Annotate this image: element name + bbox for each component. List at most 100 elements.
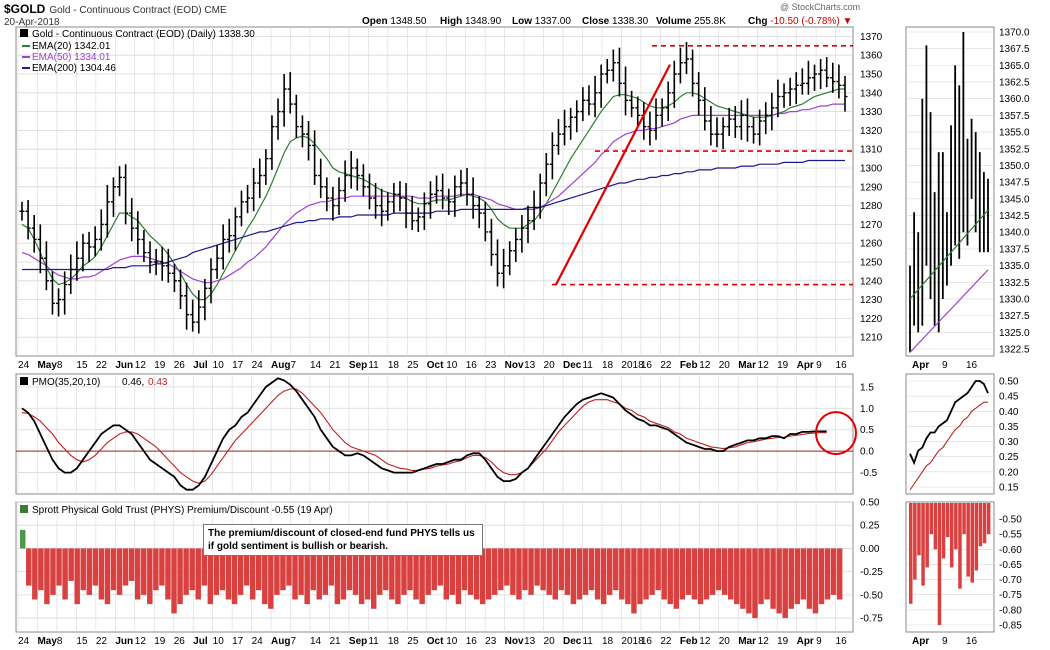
price-bar [702, 87, 708, 131]
price-bar [507, 241, 513, 276]
pmo-legend-label: PMO(35,20,10) [32, 377, 100, 388]
price-bar [744, 98, 750, 142]
phys-bar [516, 548, 522, 600]
phys-bar [328, 548, 335, 586]
phys-bar [504, 548, 510, 586]
price-bar [220, 224, 226, 270]
side-price-tick: 1340.0 [999, 228, 1030, 239]
side-pmo-tick: 0.40 [999, 407, 1019, 418]
price-bar [623, 66, 629, 116]
month-tick-label: 20 [544, 360, 556, 371]
price-bar [476, 196, 482, 229]
price-bar [488, 218, 494, 266]
phys-bar [243, 548, 250, 586]
phys-bar [104, 548, 111, 605]
phys-bar [691, 548, 698, 600]
month-tick-label: 20 [719, 360, 731, 371]
phys-bar [358, 548, 365, 605]
phys-tick-label: 0.00 [860, 544, 880, 555]
phys-bar [721, 548, 728, 595]
phys-bar [606, 548, 613, 595]
phys-bar [703, 548, 710, 600]
phys-bar [492, 548, 498, 595]
phys-bar [637, 548, 643, 605]
phys-bar [437, 548, 444, 586]
phys-bar [177, 548, 183, 605]
phys-bar [425, 548, 431, 595]
side-phys-bar [986, 503, 991, 535]
phys-bar [734, 548, 740, 605]
price-tick-label: 1290 [860, 182, 883, 193]
price-bar [306, 121, 312, 161]
price-bar [226, 218, 232, 253]
side-price-tick: 1335.0 [999, 261, 1030, 272]
month-tick-label: 12 [758, 636, 770, 647]
side-phys-bar [937, 503, 942, 625]
quote-close: Close 1338.30 [582, 16, 649, 27]
month-tick-label: 10 [213, 636, 225, 647]
price-tick-label: 1300 [860, 164, 883, 175]
month-tick-label: Dec [563, 360, 582, 371]
side-price-tick: 1355.0 [999, 128, 1030, 139]
price-bar [49, 271, 55, 315]
price-bar [263, 149, 269, 185]
phys-bar [655, 548, 661, 591]
phys-bar [383, 548, 389, 591]
exchange: CME [204, 5, 227, 16]
phys-bar [407, 548, 413, 591]
price-bar [153, 248, 159, 276]
month-tick-label: 2018 [621, 636, 644, 647]
side-price-tick: 1350.0 [999, 161, 1030, 172]
price-bar [781, 83, 787, 108]
price-bar [202, 278, 208, 321]
side-month-label: 16 [966, 360, 978, 371]
side-phys-bar [913, 503, 917, 580]
phys-bar [225, 548, 232, 600]
ema20-line [21, 88, 845, 301]
side-pmo-tick: 0.20 [999, 467, 1019, 478]
phys-bar [746, 548, 752, 614]
side-phys-bar [921, 503, 925, 586]
phys-bar [498, 548, 504, 591]
price-bar [178, 269, 184, 309]
quote-volume: Volume 255.8K [656, 16, 726, 27]
ema200-legend-label: EMA(200) 1304.46 [32, 63, 116, 74]
side-phys-bar [945, 503, 950, 538]
month-tick-label: 16 [641, 360, 653, 371]
price-bar [257, 158, 263, 199]
price-bar [434, 175, 440, 204]
price-tick-label: 1370 [860, 32, 883, 43]
price-bar [604, 58, 610, 84]
side-phys-tick: -0.85 [999, 621, 1022, 632]
month-tick-label: 11 [582, 360, 593, 371]
phys-bar [570, 548, 577, 605]
price-bar [68, 254, 74, 294]
month-tick-label: 18 [602, 636, 614, 647]
side-price-tick: 1345.0 [999, 194, 1030, 205]
phys-bar [159, 548, 165, 586]
phys-bar [364, 548, 371, 600]
side-ema20-line [909, 209, 989, 300]
side-phys-tick: -0.75 [999, 590, 1022, 601]
month-tick-label: 24 [252, 636, 264, 647]
price-bar [171, 263, 177, 293]
month-tick-label: Nov [505, 360, 524, 371]
phys-bar [685, 548, 692, 595]
price-bar [275, 98, 281, 140]
phys-bar [153, 548, 159, 591]
price-bar [799, 68, 805, 95]
month-tick-label: 18 [388, 360, 400, 371]
side-pmo-signal [909, 401, 988, 491]
month-tick-label: 23 [485, 360, 497, 371]
month-tick-label: Jul [193, 636, 208, 647]
phys-bar [122, 548, 129, 586]
price-tick-label: 1230 [860, 295, 883, 306]
phys-bar [92, 548, 99, 586]
phys-bar [806, 548, 813, 609]
price-tick-label: 1360 [860, 51, 883, 62]
price-bar [690, 49, 696, 97]
price-bar [555, 119, 561, 155]
month-tick-label: 10 [213, 360, 225, 371]
phys-bar [619, 548, 625, 600]
phys-legend-label: Sprott Physical Gold Trust (PHYS) Premiu… [32, 505, 333, 516]
